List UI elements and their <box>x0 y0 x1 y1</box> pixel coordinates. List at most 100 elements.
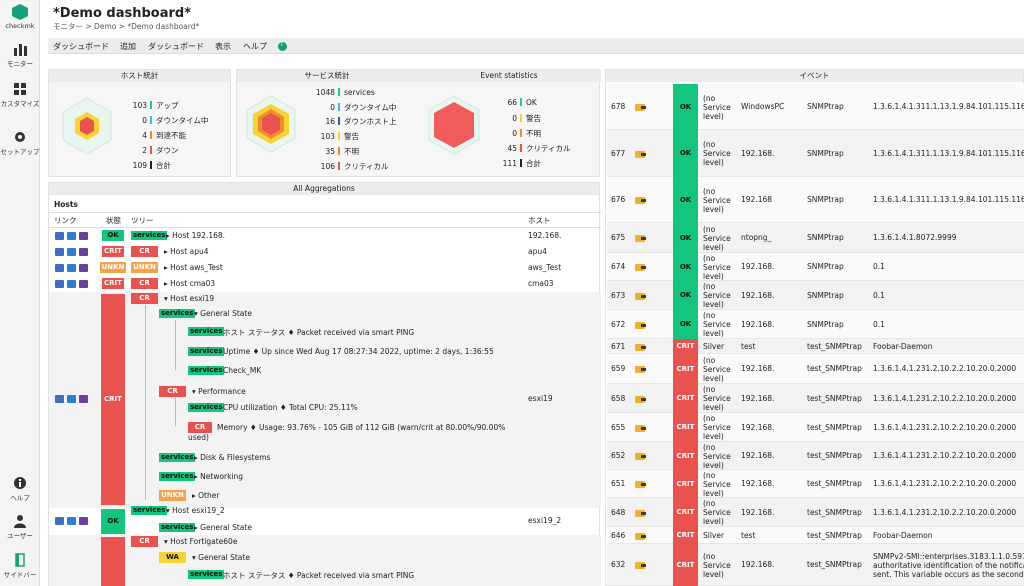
event-row[interactable]: 659 CRIT (no Service level) 192.168. test_SNMP… <box>607 354 1024 384</box>
host-stat-down[interactable]: 2 ダウン <box>142 146 179 155</box>
tree-uptime[interactable]: Uptime ♦ Up since Wed Aug 17 08:27:34 20… <box>223 347 494 356</box>
service-stat-on-down-host[interactable]: 16 ダウンホスト上 <box>325 117 397 126</box>
menu-view[interactable]: 表示 <box>215 42 231 51</box>
event-row[interactable]: 675 OK (no Service level) ntopng_ SNMPtrap 1.3.… <box>607 223 1024 253</box>
nav-help[interactable]: ヘルプ <box>0 476 40 502</box>
host-stat-downtime[interactable]: 0 ダウンタイム中 <box>142 116 209 125</box>
folder-icon[interactable] <box>635 197 646 204</box>
nav-monitor[interactable]: モニター <box>0 42 40 68</box>
event-row[interactable]: 655 CRIT (no Service level) 192.168. test_SNMP… <box>607 413 1024 442</box>
host-1[interactable]: 192.168. <box>528 231 562 240</box>
tree-host-2[interactable]: ▸ Host apu4 <box>164 247 209 256</box>
tree-state-crit[interactable]: CR <box>131 536 158 547</box>
folder-icon[interactable] <box>635 343 646 351</box>
tree-packet[interactable]: ホスト ステータス ♦ Packet received via smart PI… <box>223 571 415 580</box>
tree-state-crit[interactable]: CR <box>131 246 158 257</box>
folder-icon[interactable] <box>635 532 646 540</box>
services-tag[interactable]: services <box>188 347 225 356</box>
row-link-icons[interactable] <box>55 263 91 273</box>
col-host[interactable]: ホスト <box>528 216 551 225</box>
menu-add[interactable]: 追加 <box>120 42 136 51</box>
tree-host-1[interactable]: ▸ Host 192.168. <box>166 231 226 240</box>
folder-icon[interactable] <box>635 481 646 488</box>
nav-setup[interactable]: セットアップ <box>0 130 40 156</box>
host-stat-unreachable[interactable]: 4 到達不能 <box>142 131 186 140</box>
col-link[interactable]: リンク <box>54 216 77 225</box>
tree-state-warn[interactable]: WA <box>159 552 186 563</box>
row-link-icons[interactable] <box>55 516 91 526</box>
folder-icon[interactable] <box>635 453 646 460</box>
tree-state-crit[interactable]: CR <box>131 293 158 304</box>
folder-icon[interactable] <box>635 562 646 569</box>
services-tag[interactable]: services <box>188 327 225 336</box>
services-tag[interactable]: services <box>188 570 225 579</box>
tree-state-crit[interactable]: CR <box>131 278 158 289</box>
event-stats-hexagon-icon[interactable] <box>427 94 481 156</box>
folder-icon[interactable] <box>635 150 646 158</box>
event-stat-warn[interactable]: 0 警告 <box>512 114 541 123</box>
state-badge-crit[interactable]: CRIT <box>102 246 124 257</box>
service-stat-unknown[interactable]: 35 不明 <box>325 147 359 156</box>
folder-icon[interactable] <box>635 235 646 242</box>
tree-general-state[interactable]: ▾ General State <box>194 309 252 318</box>
services-tag[interactable]: services <box>131 231 168 240</box>
row-link-icons[interactable] <box>55 394 91 404</box>
tree-state-unkn[interactable]: UNKN <box>159 490 186 501</box>
tree-state-crit[interactable]: CR <box>188 422 212 433</box>
checkmk-logo[interactable]: checkmk <box>0 4 40 30</box>
event-stat-crit[interactable]: 45 クリティカル <box>507 144 571 153</box>
service-stat-crit[interactable]: 106 クリティカル <box>320 162 389 171</box>
tree-general-state[interactable]: ▾ General State <box>192 553 250 562</box>
services-tag[interactable]: services <box>159 472 196 481</box>
breadcrumb[interactable]: モニター > Demo > *Demo dashboard* <box>53 22 200 31</box>
event-row[interactable]: 674 OK (no Service level) 192.168. SNMPtrap 0.1 <box>607 253 1024 281</box>
tree-networking[interactable]: ▸ Networking <box>194 472 244 481</box>
event-stat-unknown[interactable]: 0 不明 <box>512 129 541 138</box>
state-badge-unkn[interactable]: UNKN <box>100 262 126 273</box>
tree-host-4[interactable]: ▸ Host cma03 <box>164 279 216 288</box>
host-2[interactable]: apu4 <box>528 247 547 256</box>
services-tag[interactable]: services <box>159 453 196 462</box>
menu-dashboard[interactable]: ダッシュボード <box>53 42 109 51</box>
row-link-icons[interactable] <box>55 279 91 289</box>
service-stat-ok[interactable]: 1048 services <box>315 88 375 97</box>
menu-dashboard-2[interactable]: ダッシュボード <box>148 42 204 51</box>
tree-cpu[interactable]: CPU utilization ♦ Total CPU: 25.11% <box>223 403 358 412</box>
tree-packet[interactable]: ホスト ステータス ♦ Packet received via smart PI… <box>223 328 415 337</box>
tree-memory[interactable]: Memory ♦ Usage: 93.76% - 105 GiB of 112 … <box>217 423 506 432</box>
event-row[interactable]: 651 CRIT (no Service level) 192.168. test_SNMP… <box>607 470 1024 498</box>
tree-host-fortigate[interactable]: ▾ Host Fortigate60e <box>164 537 238 546</box>
event-row[interactable]: 676 OK (no Service level) 192.168 SNMPtrap 1.3.… <box>607 177 1024 223</box>
folder-icon[interactable] <box>635 321 646 329</box>
tree-host-3[interactable]: ▸ Host aws_Test <box>164 263 223 272</box>
tree-host-esxi19[interactable]: ▾ Host esxi19 <box>164 294 215 303</box>
folder-icon[interactable] <box>635 366 646 373</box>
event-row[interactable]: 648 CRIT (no Service level) 192.168. test_SNMP… <box>607 498 1024 527</box>
host-stat-up[interactable]: 103 アップ <box>132 101 179 110</box>
services-tag[interactable]: services <box>159 523 196 532</box>
host-4[interactable]: cma03 <box>528 279 554 288</box>
folder-icon[interactable] <box>635 264 646 271</box>
tree-performance[interactable]: ▾ Performance <box>192 387 246 396</box>
host-esxi19-2[interactable]: esxi19_2 <box>528 516 562 525</box>
tree-check-mk[interactable]: Check_MK <box>223 366 262 375</box>
state-badge-ok[interactable]: OK <box>102 230 124 241</box>
state-badge-crit[interactable]: CRIT <box>102 278 124 289</box>
service-stat-downtime[interactable]: 0 ダウンタイム中 <box>330 103 397 112</box>
menubar-badge[interactable]: T <box>278 41 287 51</box>
state-badge-crit-esxi19[interactable]: CRIT <box>101 294 125 505</box>
host-3[interactable]: aws_Test <box>528 263 562 272</box>
folder-icon[interactable] <box>635 509 646 517</box>
nav-customize[interactable]: カスタマイズ <box>0 82 40 108</box>
folder-icon[interactable] <box>635 395 646 403</box>
folder-icon[interactable] <box>635 424 646 432</box>
services-tag[interactable]: services <box>131 506 168 515</box>
tree-state-unkn[interactable]: UNKN <box>131 262 158 273</box>
event-row[interactable]: 646 CRIT Silver test test_SNMPtrap Foobar-Dae… <box>607 527 1024 544</box>
event-row[interactable]: 658 CRIT (no Service level) 192.168. test_SNMP… <box>607 384 1024 413</box>
tree-other[interactable]: ▸ Other <box>192 491 220 500</box>
folder-icon[interactable] <box>635 292 646 300</box>
row-link-icons[interactable] <box>55 247 91 257</box>
tree-state-crit[interactable]: CR <box>159 386 186 397</box>
col-state[interactable]: 状態 <box>106 216 121 225</box>
